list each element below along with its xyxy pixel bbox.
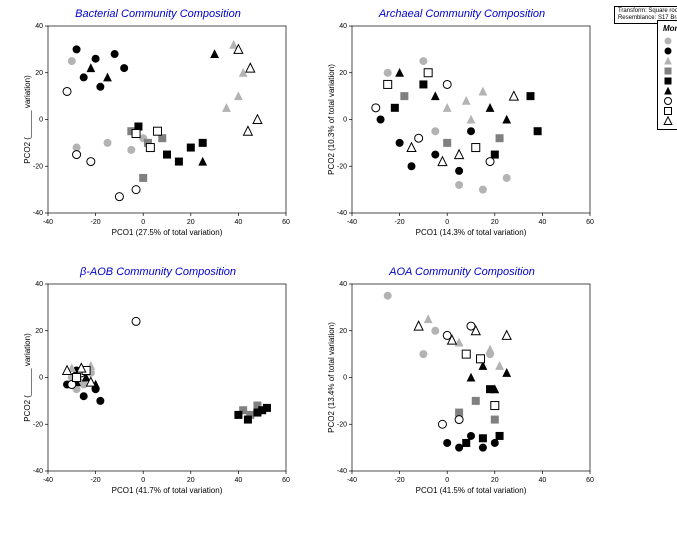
panel-0: Bacterial Community Composition -40 -20 0 2… [8, 8, 308, 256]
panel-title: Bacterial Community Composition [8, 8, 308, 20]
panel-3: AOA Community Composition -40-200204060-… [312, 266, 612, 514]
scatter-plot: -40 -20 0 20 40 60 -40 -20 0 20 40 PCO1 (27.5% of t… [20, 22, 290, 237]
y-axis-label: PCO2 (13.4% of total variation) [327, 322, 336, 433]
svg-text:0: 0 [343, 117, 347, 124]
svg-text:40: 40 [539, 219, 547, 226]
y-axis-label: PCO2 (______ variation) [23, 75, 32, 164]
svg-text:40: 40 [35, 281, 43, 288]
svg-text:0: 0 [39, 117, 43, 124]
x-axis-label: PCO1 (27.5% of total variation) [112, 228, 223, 237]
svg-text:0: 0 [343, 375, 347, 382]
svg-text:-40: -40 [43, 219, 53, 226]
svg-text:0: 0 [445, 219, 449, 226]
svg-text:40: 40 [235, 477, 243, 484]
svg-text:20: 20 [491, 477, 499, 484]
legend-item: JuneF [663, 46, 677, 56]
svg-text:-40: -40 [33, 468, 43, 475]
y-axis-label: PCO2 (10.3% of total variation) [327, 64, 336, 175]
panel-title: AOA Community Composition [312, 266, 612, 278]
svg-text:0: 0 [445, 477, 449, 484]
svg-text:20: 20 [187, 477, 195, 484]
legend-item: SeptemberF [663, 56, 677, 66]
svg-text:0: 0 [141, 219, 145, 226]
svg-text:40: 40 [339, 281, 347, 288]
legend-item: AprilF [663, 36, 677, 46]
legend-item: SeptemberP [663, 116, 677, 126]
legend-item: JuneM [663, 76, 677, 86]
panel-2: β-AOB Community Composition -40 -20 0 20 40 6… [8, 266, 308, 514]
legend-item: AprilP [663, 96, 677, 106]
panel-1: Archaeal Community Composition -40 -20 0 20… [312, 8, 612, 256]
scatter-plot: -40 -20 0 20 40 60 -40 -20 0 20 40 PCO1 (41.5% of t… [324, 280, 594, 495]
svg-text:0: 0 [141, 477, 145, 484]
svg-text:-20: -20 [91, 477, 101, 484]
x-axis-label: PCO1 (41.5% of total variation) [416, 486, 527, 495]
svg-text:-40: -40 [347, 477, 357, 484]
svg-text:60: 60 [586, 477, 594, 484]
legend: MonthSediment AprilF JuneF SeptemberF Ap… [657, 20, 677, 130]
legend-item: AprilM [663, 66, 677, 76]
svg-text:20: 20 [339, 70, 347, 77]
scatter-plot: -40 -20 0 20 40 60 -40 -20 0 20 40 PCO1 (41.7% of t… [20, 280, 290, 495]
svg-text:-40: -40 [337, 468, 347, 475]
legend-title: MonthSediment [663, 24, 677, 34]
svg-text:60: 60 [586, 219, 594, 226]
svg-text:40: 40 [539, 477, 547, 484]
svg-text:-20: -20 [33, 163, 43, 170]
svg-text:-40: -40 [33, 210, 43, 217]
svg-text:-40: -40 [43, 477, 53, 484]
svg-text:0: 0 [39, 375, 43, 382]
svg-text:40: 40 [339, 23, 347, 30]
svg-text:-20: -20 [395, 477, 405, 484]
svg-text:-20: -20 [337, 421, 347, 428]
svg-text:-40: -40 [347, 219, 357, 226]
y-axis-label: PCO2 (______ variation) [23, 333, 32, 422]
svg-text:-20: -20 [395, 219, 405, 226]
svg-text:-20: -20 [33, 421, 43, 428]
svg-text:20: 20 [491, 219, 499, 226]
svg-text:20: 20 [35, 70, 43, 77]
legend-item: SeptemberM [663, 86, 677, 96]
svg-text:40: 40 [35, 23, 43, 30]
svg-text:40: 40 [235, 219, 243, 226]
x-axis-label: PCO1 (14.3% of total variation) [416, 228, 527, 237]
svg-text:-20: -20 [337, 163, 347, 170]
svg-text:-20: -20 [91, 219, 101, 226]
panel-title: β-AOB Community Composition [8, 266, 308, 278]
svg-text:60: 60 [282, 477, 290, 484]
legend-item: JuneP [663, 106, 677, 116]
svg-text:20: 20 [35, 328, 43, 335]
scatter-plot: -40 -20 0 20 40 60 -40 -20 0 20 40 PCO1 (14.3% of t… [324, 22, 594, 237]
svg-text:60: 60 [282, 219, 290, 226]
panel-title: Archaeal Community Composition [312, 8, 612, 20]
svg-text:-40: -40 [337, 210, 347, 217]
svg-text:20: 20 [187, 219, 195, 226]
svg-text:20: 20 [339, 328, 347, 335]
x-axis-label: PCO1 (41.7% of total variation) [112, 486, 223, 495]
